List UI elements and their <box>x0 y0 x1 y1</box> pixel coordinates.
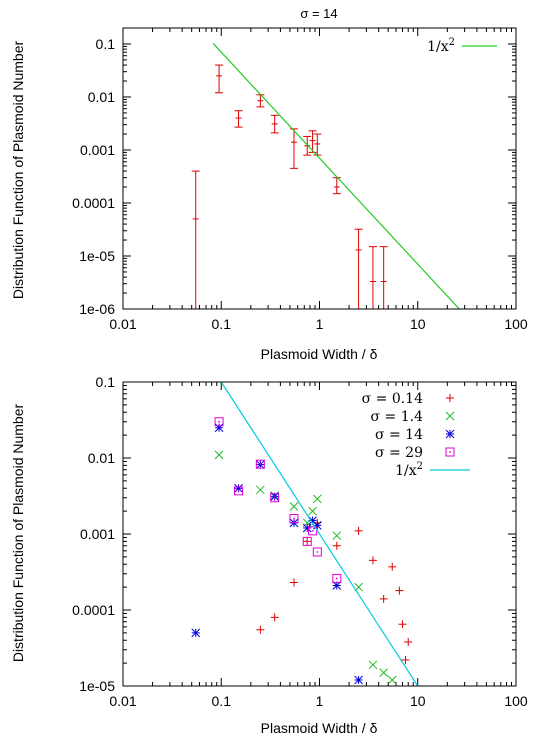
data-point-plus <box>289 578 298 587</box>
legend-label: 1/x2 <box>395 461 423 479</box>
top-chart-legend: 1/x2 <box>427 37 497 55</box>
bottom-chart-ylabel: Distribution Function of Plasmoid Number <box>10 404 26 663</box>
data-point-plus <box>354 526 363 535</box>
bottom-chart-ticks: 0.01 0.1 1 10 100 1e-05 0.0001 0.001 0.01 0.1 <box>72 374 528 709</box>
y-tick-label: 0.001 <box>80 142 115 158</box>
y-tick-label: 1e-05 <box>79 248 115 264</box>
legend-label: σ = 0.14 <box>362 391 423 407</box>
data-point-plus <box>404 637 413 646</box>
y-tick-label: 0.001 <box>80 526 115 542</box>
data-point-cross <box>387 675 397 685</box>
y-tick-label: 0.0001 <box>72 195 115 211</box>
y-tick-label: 0.0001 <box>72 602 115 618</box>
bottom-chart-frame <box>122 381 517 687</box>
data-point-with-errorbar <box>379 246 388 309</box>
x-tick-label: 0.1 <box>212 693 232 709</box>
data-point-cross <box>332 531 342 541</box>
data-point-with-errorbar <box>308 130 317 153</box>
top-chart-ticks: 0.01 0.1 1 10 100 1e-06 1e-05 0.0001 0.001 0.01 0.… <box>72 27 528 332</box>
legend-marker-star <box>445 429 455 439</box>
data-point-box-dot <box>302 536 312 546</box>
data-point-with-errorbar <box>354 228 363 309</box>
x-tick-label: 10 <box>410 316 426 332</box>
data-point-with-errorbar <box>215 64 224 94</box>
bottom-chart-legend: σ = 0.14 σ = 1.4 σ = 14 σ = 291/x2 <box>362 391 470 479</box>
data-point-plus <box>401 655 410 664</box>
data-point-star <box>302 523 312 533</box>
y-tick-label: 0.1 <box>96 374 116 390</box>
data-point-plus <box>379 594 388 603</box>
fit-line-inverse-square <box>220 382 419 686</box>
data-point-box-dot <box>332 573 342 583</box>
legend-label: 1/x2 <box>427 37 455 55</box>
top-chart-ylabel: Distribution Function of Plasmoid Number <box>10 41 26 300</box>
fit-line-inverse-square <box>212 43 461 309</box>
y-tick-label: 1e-05 <box>79 678 115 694</box>
data-point-cross <box>255 485 265 495</box>
x-tick-label: 100 <box>504 316 528 332</box>
data-point-box-dot <box>270 493 280 503</box>
data-point-box-dot <box>234 486 244 496</box>
top-chart-frame <box>122 27 517 310</box>
data-point-plus <box>368 556 377 565</box>
data-point-with-errorbar <box>289 128 298 169</box>
data-point-cross <box>289 502 299 511</box>
bottom-chart-xlabel: Plasmoid Width / δ <box>261 720 378 736</box>
x-tick-label: 100 <box>504 693 528 709</box>
data-point-plus <box>256 625 265 634</box>
data-point-cross <box>368 660 378 670</box>
y-tick-label: 0.1 <box>96 36 116 52</box>
data-point-box-dot <box>289 513 299 523</box>
data-point-plus <box>388 562 397 571</box>
data-point-star <box>312 520 322 530</box>
data-point-cross <box>214 450 224 460</box>
top-chart-title: σ = 14 <box>300 6 337 21</box>
x-tick-label: 10 <box>410 693 426 709</box>
data-point-with-errorbar <box>234 110 243 128</box>
data-point-cross <box>308 506 317 516</box>
legend-marker-plus <box>446 394 454 402</box>
y-tick-label: 1e-06 <box>79 301 115 317</box>
data-point-with-errorbar <box>368 246 377 309</box>
x-tick-label: 1 <box>316 693 324 709</box>
bottom-chart-marks <box>191 382 419 686</box>
data-point-cross <box>379 668 389 677</box>
top-chart: σ = 14 Distribution Function of Plasmoid… <box>10 6 528 362</box>
data-point-plus <box>398 620 407 629</box>
legend-label: σ = 29 <box>375 445 423 461</box>
data-point-star <box>354 675 363 685</box>
y-tick-label: 0.01 <box>88 89 115 105</box>
y-tick-label: 0.01 <box>88 450 115 466</box>
legend-label: σ = 14 <box>375 427 423 443</box>
data-point-with-errorbar <box>191 170 200 309</box>
bottom-chart: Distribution Function of Plasmoid Number… <box>10 374 528 736</box>
x-tick-label: 1 <box>316 316 324 332</box>
x-tick-label: 0.01 <box>109 316 136 332</box>
data-point-box-dot <box>312 547 322 557</box>
top-chart-marks <box>191 43 461 309</box>
data-point-box-dot <box>255 459 265 469</box>
top-chart-xlabel: Plasmoid Width / δ <box>261 346 378 362</box>
data-point-box-dot <box>214 417 224 427</box>
legend-marker-cross <box>445 411 455 421</box>
data-point-plus <box>332 541 341 550</box>
data-point-with-errorbar <box>270 114 279 134</box>
x-tick-label: 0.1 <box>212 316 232 332</box>
data-point-box-dot <box>308 526 318 536</box>
data-point-cross <box>312 494 322 504</box>
data-point-star <box>214 423 224 433</box>
data-point-plus <box>395 586 404 595</box>
x-tick-label: 0.01 <box>109 693 136 709</box>
data-point-plus <box>270 613 279 622</box>
legend-marker-box-dot <box>445 447 455 457</box>
legend-label: σ = 1.4 <box>371 409 424 425</box>
data-point-star <box>191 628 201 638</box>
